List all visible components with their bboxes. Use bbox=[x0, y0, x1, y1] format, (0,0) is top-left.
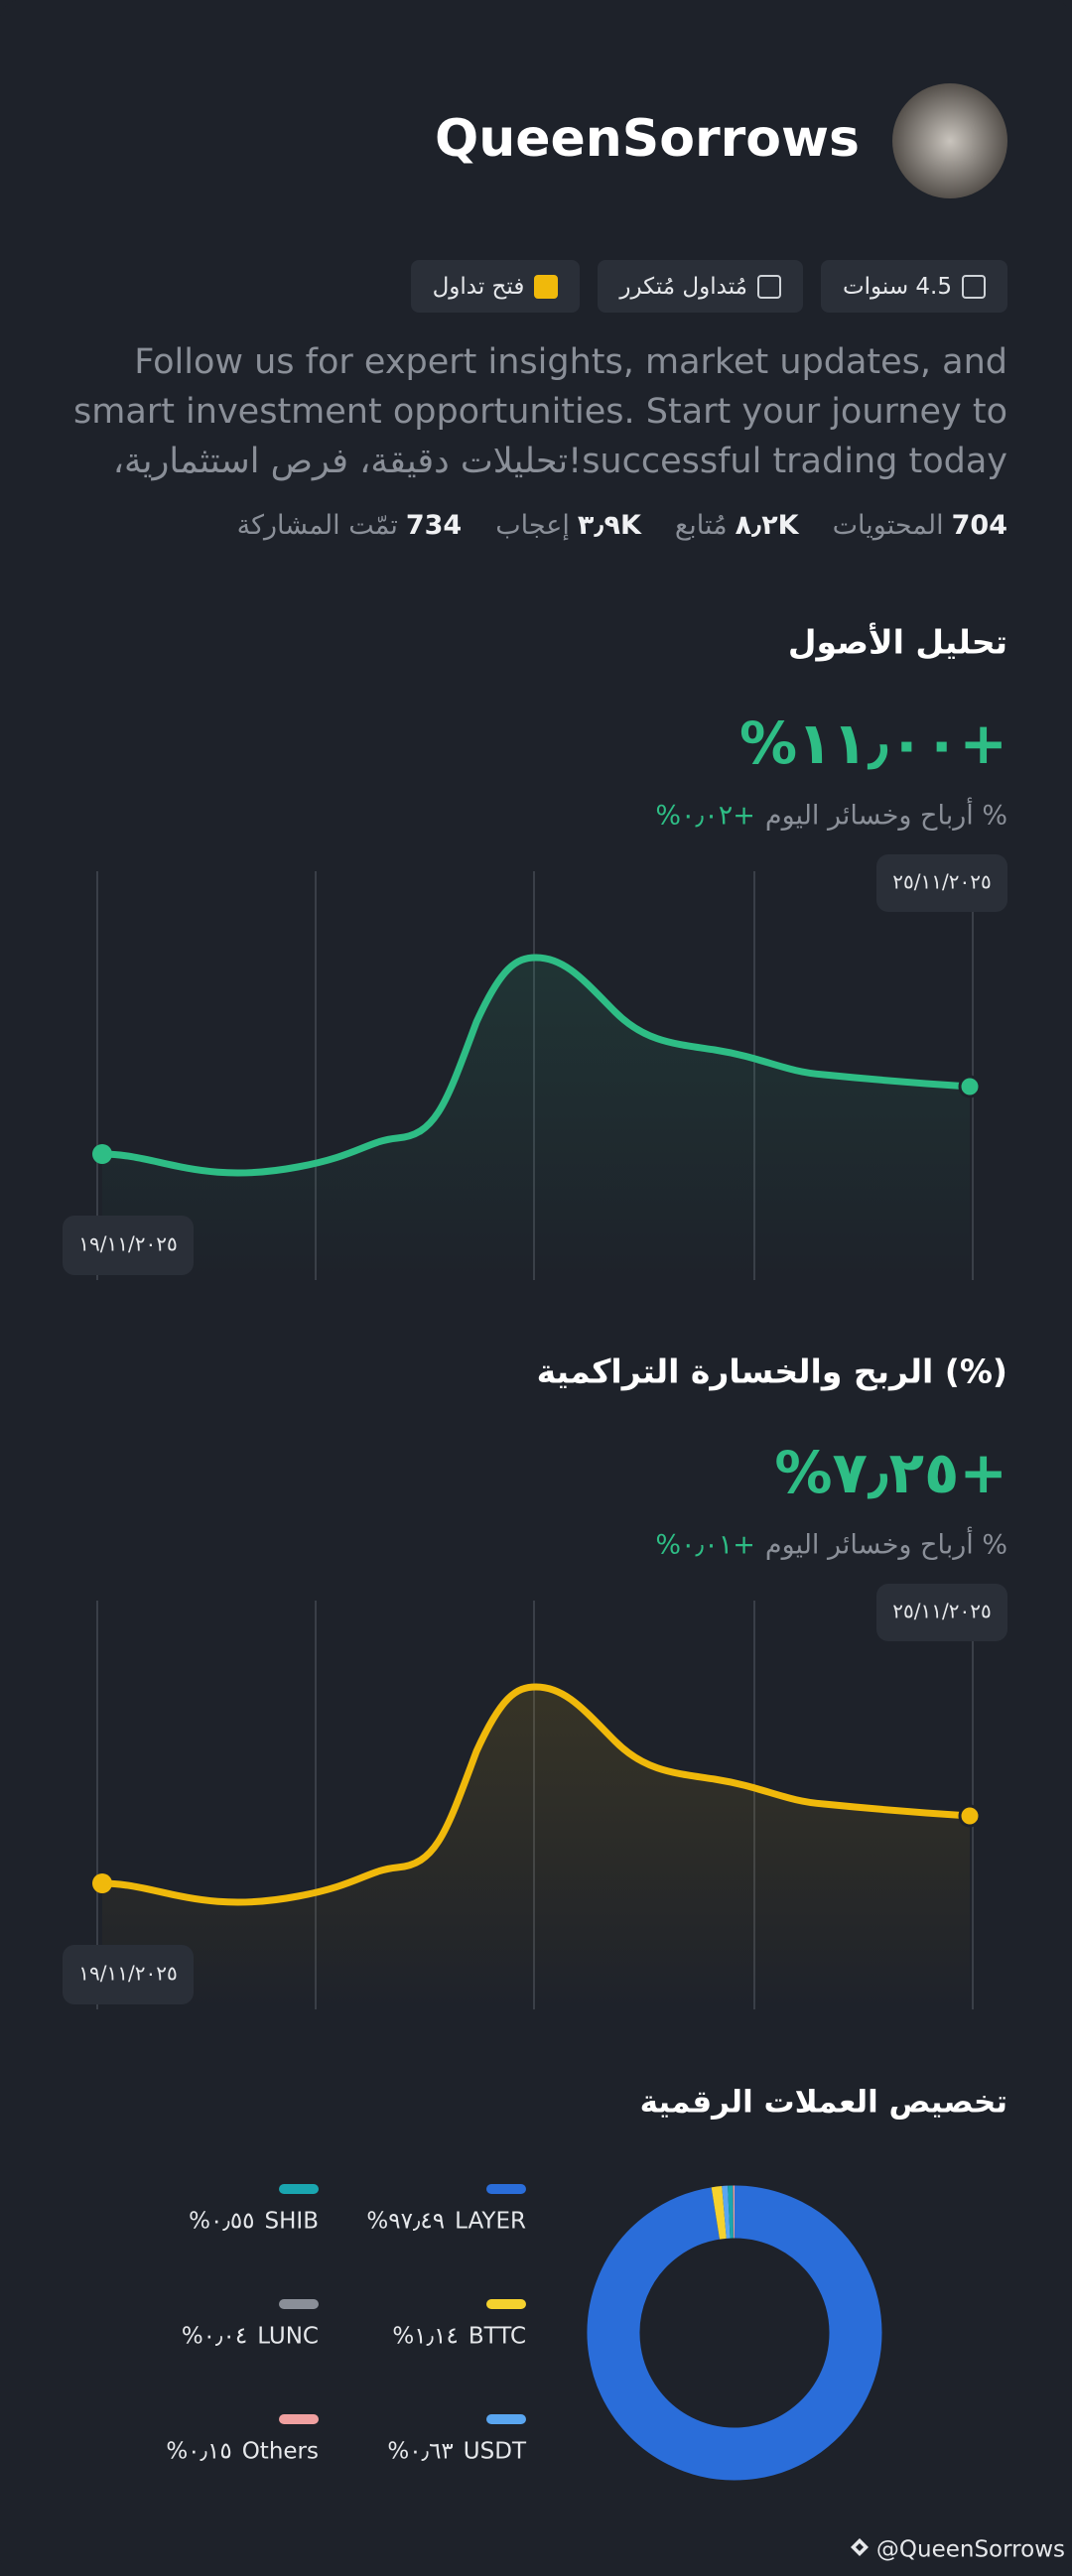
legend-name: USDT bbox=[464, 2439, 527, 2465]
stat-label: إعجاب bbox=[495, 510, 570, 541]
legend-value: %٠٫٥٥ bbox=[189, 2209, 254, 2235]
legend-value: %٠٫٠٤ bbox=[182, 2324, 247, 2350]
end-date: ٢٥/١١/٢٠٢٥ bbox=[892, 870, 991, 894]
stat: 734تمّت المشاركة bbox=[237, 510, 463, 541]
legend-value: %٩٧٫٤٩ bbox=[366, 2209, 445, 2235]
tooltip bbox=[63, 1216, 194, 1275]
badge-text: 4.5 سنوات bbox=[842, 273, 952, 300]
stat-label: المحتويات bbox=[832, 510, 944, 541]
tooltip bbox=[876, 1584, 1007, 1641]
stat: ٨٫٢Kمُتابع bbox=[675, 510, 799, 541]
badge[interactable]: فتح تداول bbox=[410, 260, 581, 313]
area bbox=[102, 958, 970, 1280]
section-title: تحليل الأصول bbox=[788, 622, 1007, 663]
line bbox=[101, 954, 971, 1177]
legend-name: LUNC bbox=[257, 2324, 319, 2350]
stat-value: ٣٫٩K bbox=[577, 510, 641, 541]
section-title: الربح والخسارة التراكمية (%) bbox=[537, 1352, 1007, 1392]
legend: LAYER %٩٧٫٤٩ BTTC %١٫١٤ USDT %٠٫٦٣ SHIB %٠٫٥٥ LU… bbox=[166, 2184, 527, 2465]
avatar[interactable] bbox=[892, 83, 1007, 198]
legend-swatch bbox=[486, 2299, 526, 2309]
start-dot bbox=[92, 1144, 112, 1164]
stat-label: تمّت المشاركة bbox=[236, 510, 398, 541]
tooltip bbox=[63, 1945, 194, 2004]
footer: @QueenSorrows bbox=[876, 2537, 1065, 2563]
legend-swatch bbox=[486, 2414, 526, 2424]
asset-chart: ٢٥/١١/٢٠٢٥ ١٩/١١/٢٠٢٥ bbox=[63, 854, 1007, 1280]
legend-value: %١٫١٤ bbox=[392, 2324, 458, 2350]
stat-value: 734 bbox=[405, 510, 463, 541]
legend-value: %٠٫١٥ bbox=[166, 2439, 231, 2465]
end-dot bbox=[958, 1075, 982, 1098]
badge-text: فتح تداول bbox=[432, 273, 525, 300]
legend-name: Others bbox=[242, 2439, 319, 2465]
legend-swatch bbox=[279, 2299, 319, 2309]
badge-text: مُتداول مُتكرر bbox=[619, 273, 747, 300]
legend-value: %٠٫٦٣ bbox=[387, 2439, 453, 2465]
pnl-value: %٧٫٢٥+ bbox=[774, 1439, 1007, 1506]
area bbox=[102, 1687, 970, 2009]
legend-swatch bbox=[279, 2414, 319, 2424]
pnl-value: %١١٫٠٠+ bbox=[739, 709, 1007, 777]
today-label: أرباح وخسائر اليوم % bbox=[765, 1526, 1007, 1561]
donut bbox=[587, 2185, 882, 2481]
stat: ٣٫٩Kإعجاب bbox=[495, 510, 641, 541]
tooltip bbox=[876, 854, 1007, 912]
end-date: ٢٥/١١/٢٠٢٥ bbox=[892, 1600, 991, 1623]
bio: Follow us for expert insights, market up… bbox=[73, 342, 1007, 481]
stat: 704المحتويات bbox=[833, 510, 1007, 541]
badge: 4.5 سنوات bbox=[820, 260, 1007, 313]
stat-value: 704 bbox=[951, 510, 1007, 541]
legend-swatch bbox=[279, 2184, 319, 2194]
badge: مُتداول مُتكرر bbox=[598, 260, 803, 313]
start-date: ١٩/١١/٢٠٢٥ bbox=[78, 1962, 177, 1986]
badges: 4.5 سنوات مُتداول مُتكرر فتح تداول bbox=[410, 260, 1007, 313]
legend-swatch bbox=[486, 2184, 526, 2194]
start-date: ١٩/١١/٢٠٢٥ bbox=[78, 1232, 177, 1256]
line bbox=[101, 1683, 971, 1906]
end-dot bbox=[958, 1804, 982, 1828]
pnl-chart: ٢٥/١١/٢٠٢٥ ١٩/١١/٢٠٢٥ bbox=[63, 1584, 1007, 2009]
donut-segment bbox=[587, 2185, 882, 2481]
today-value: %٠٫٠٢+ bbox=[655, 801, 755, 832]
stats: 734تمّت المشاركة ٣٫٩Kإعجاب ٨٫٢Kمُتابع 70… bbox=[237, 510, 1007, 541]
legend-name: SHIB bbox=[265, 2209, 319, 2235]
donut-segment bbox=[711, 2186, 728, 2240]
stat-label: مُتابع bbox=[674, 510, 728, 541]
legend-name: BTTC bbox=[469, 2324, 526, 2350]
logo bbox=[851, 2538, 869, 2556]
legend-name: LAYER bbox=[455, 2209, 526, 2235]
today-label: أرباح وخسائر اليوم % bbox=[765, 797, 1007, 832]
today-value: %٠٫٠١+ bbox=[655, 1530, 755, 1561]
section-title: تخصيص العملات الرقمية bbox=[640, 2085, 1007, 2121]
username: QueenSorrows bbox=[435, 109, 860, 169]
stat-value: ٨٫٢K bbox=[735, 510, 799, 541]
start-dot bbox=[92, 1873, 112, 1893]
